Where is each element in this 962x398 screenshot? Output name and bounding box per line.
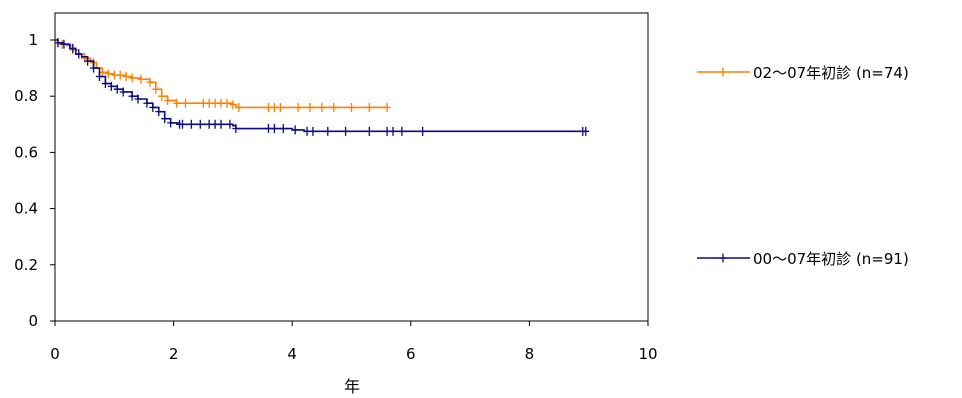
x-tick-label: 8: [525, 345, 535, 363]
censor-mark: [119, 87, 127, 97]
censor-mark: [330, 102, 338, 112]
x-tick-label: 6: [406, 345, 416, 363]
censor-mark: [146, 77, 154, 87]
x-tick-label: 10: [638, 345, 657, 363]
censor-mark: [205, 119, 213, 129]
censor-mark: [101, 79, 109, 89]
censor-mark: [137, 74, 145, 84]
x-tick-label: 0: [50, 345, 60, 363]
censor-mark: [128, 73, 136, 83]
censor-mark: [398, 126, 406, 136]
censor-mark: [54, 38, 62, 48]
censor-mark: [235, 102, 243, 112]
legend-label: 00～07年初診 (n=91): [753, 250, 909, 268]
x-axis: 0 2 4 6 8 10: [50, 321, 658, 363]
y-tick-label: 1: [28, 31, 38, 49]
censor-mark: [107, 81, 115, 91]
censor-mark: [582, 126, 590, 136]
y-tick-label: 0.8: [14, 87, 38, 105]
x-axis-title: 年: [344, 377, 360, 396]
y-tick-label: 0.6: [14, 143, 38, 161]
censor-mark: [217, 98, 225, 108]
legend-marker: [719, 253, 727, 263]
censor-mark: [348, 102, 355, 112]
censor-mark: [84, 56, 92, 66]
y-axis: 0 0.2 0.4 0.6 0.8 1: [14, 31, 55, 330]
censor-mark: [113, 84, 121, 94]
censor-mark: [264, 124, 272, 134]
censor-mark: [365, 126, 373, 136]
series-layer: [54, 38, 590, 136]
censor-mark: [232, 124, 240, 134]
censor-mark: [270, 124, 278, 134]
censor-mark: [122, 72, 130, 82]
censor-mark: [60, 39, 68, 49]
censor-mark: [291, 125, 299, 135]
censor-mark: [75, 49, 83, 59]
series-1: [54, 38, 391, 112]
x-tick-label: 2: [169, 345, 179, 363]
legend-marker: [719, 67, 727, 77]
series-2: [54, 38, 590, 136]
x-tick-label: 4: [287, 345, 297, 363]
legend-entry-2: 00～07年初診 (n=91): [697, 250, 909, 268]
censor-mark: [134, 94, 142, 104]
legend-label: 02～07年初診 (n=74): [753, 64, 909, 82]
censor-mark: [303, 126, 311, 136]
censor-mark: [318, 102, 326, 112]
censor-mark: [104, 69, 112, 79]
censor-mark: [173, 98, 181, 108]
censor-mark: [217, 119, 225, 129]
series-line: [55, 39, 586, 133]
censor-mark: [69, 43, 77, 53]
censor-mark: [128, 91, 136, 101]
censor-mark: [196, 119, 204, 129]
censor-mark: [365, 102, 373, 112]
censor-mark: [116, 70, 124, 80]
legend: 02～07年初診 (n=74) 00～07年初診 (n=91): [697, 64, 909, 268]
censor-mark: [229, 100, 237, 110]
censor-mark: [187, 119, 195, 129]
censor-mark: [178, 119, 186, 129]
censor-mark: [167, 118, 175, 128]
censor-mark: [158, 91, 166, 101]
censor-mark: [294, 102, 302, 112]
series-line: [55, 39, 388, 109]
censor-mark: [389, 126, 397, 136]
legend-entry-1: 02～07年初診 (n=74): [697, 64, 909, 82]
censor-mark: [90, 63, 98, 73]
censor-mark: [161, 114, 169, 124]
censor-mark: [264, 102, 272, 112]
censor-mark: [149, 102, 157, 112]
plot-area: [54, 12, 649, 322]
censor-mark: [383, 102, 391, 112]
censor-mark: [306, 102, 314, 112]
censor-mark: [279, 124, 287, 134]
censor-mark: [309, 126, 317, 136]
censor-mark: [383, 126, 391, 136]
censor-mark: [211, 119, 219, 129]
plot-frame: [54, 12, 649, 322]
censor-mark: [205, 98, 213, 108]
censor-mark: [155, 107, 163, 117]
censor-mark: [324, 126, 332, 136]
censor-mark: [270, 102, 278, 112]
censor-mark: [110, 70, 118, 80]
censor-mark: [95, 72, 103, 82]
censor-mark: [164, 95, 172, 105]
censor-mark: [226, 119, 234, 129]
censor-mark: [419, 126, 427, 136]
censor-mark: [223, 98, 231, 108]
censor-mark: [342, 126, 350, 136]
censor-mark: [181, 98, 189, 108]
y-tick-label: 0.2: [14, 256, 38, 274]
censor-mark: [152, 84, 160, 94]
censor-mark: [199, 98, 207, 108]
censor-mark: [143, 98, 151, 108]
y-tick-label: 0: [28, 312, 38, 330]
censor-mark: [211, 98, 219, 108]
y-tick-label: 0.4: [14, 200, 38, 218]
censor-mark: [276, 102, 284, 112]
